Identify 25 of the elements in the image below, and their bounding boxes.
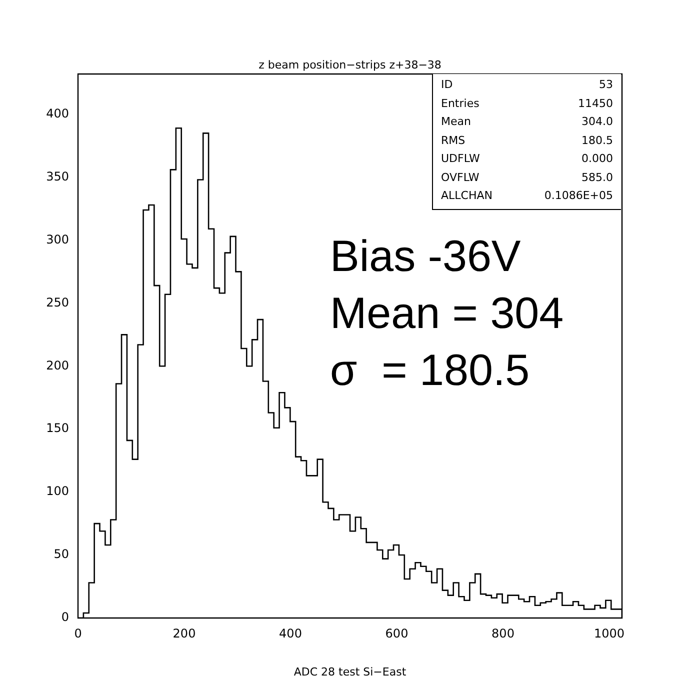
text: RMS 180.5 (441, 134, 613, 146)
annotation: Bias -36V Mean = 304 σ = 180.5 (330, 231, 564, 397)
text: OVFLW 585.0 (441, 170, 613, 184)
text: UDFLW 0.000 (441, 152, 613, 165)
y-tick-label: 0 (61, 610, 69, 624)
x-tick-label: 800 (492, 626, 514, 640)
y-tick-label: 50 (54, 547, 69, 562)
y-tick-label: 100 (46, 484, 69, 498)
y-tick-label: 250 (46, 295, 69, 310)
text: ID 53 (441, 78, 613, 91)
x-axis-title: ADC 28 test Si−East (294, 665, 407, 678)
y-tick-label: 350 (46, 169, 69, 184)
x-tick-label: 400 (279, 626, 302, 640)
text: ALLCHAN 0.1086E+05 (441, 189, 613, 202)
y-tick-label: 150 (46, 421, 69, 436)
y-tick-label: 400 (46, 106, 69, 120)
x-tick-label: 600 (385, 626, 408, 640)
chart-title: z beam position−strips z+38−38 (258, 58, 442, 72)
y-tick-label: 300 (46, 232, 69, 246)
x-tick-label: 0 (74, 626, 82, 640)
text: Entries 11450 (441, 96, 613, 110)
text: Mean 304.0 (441, 115, 613, 128)
x-tick-label: 200 (172, 626, 196, 640)
y-tick-label: 200 (46, 358, 69, 372)
x-tick-label: 1000 (594, 626, 625, 640)
